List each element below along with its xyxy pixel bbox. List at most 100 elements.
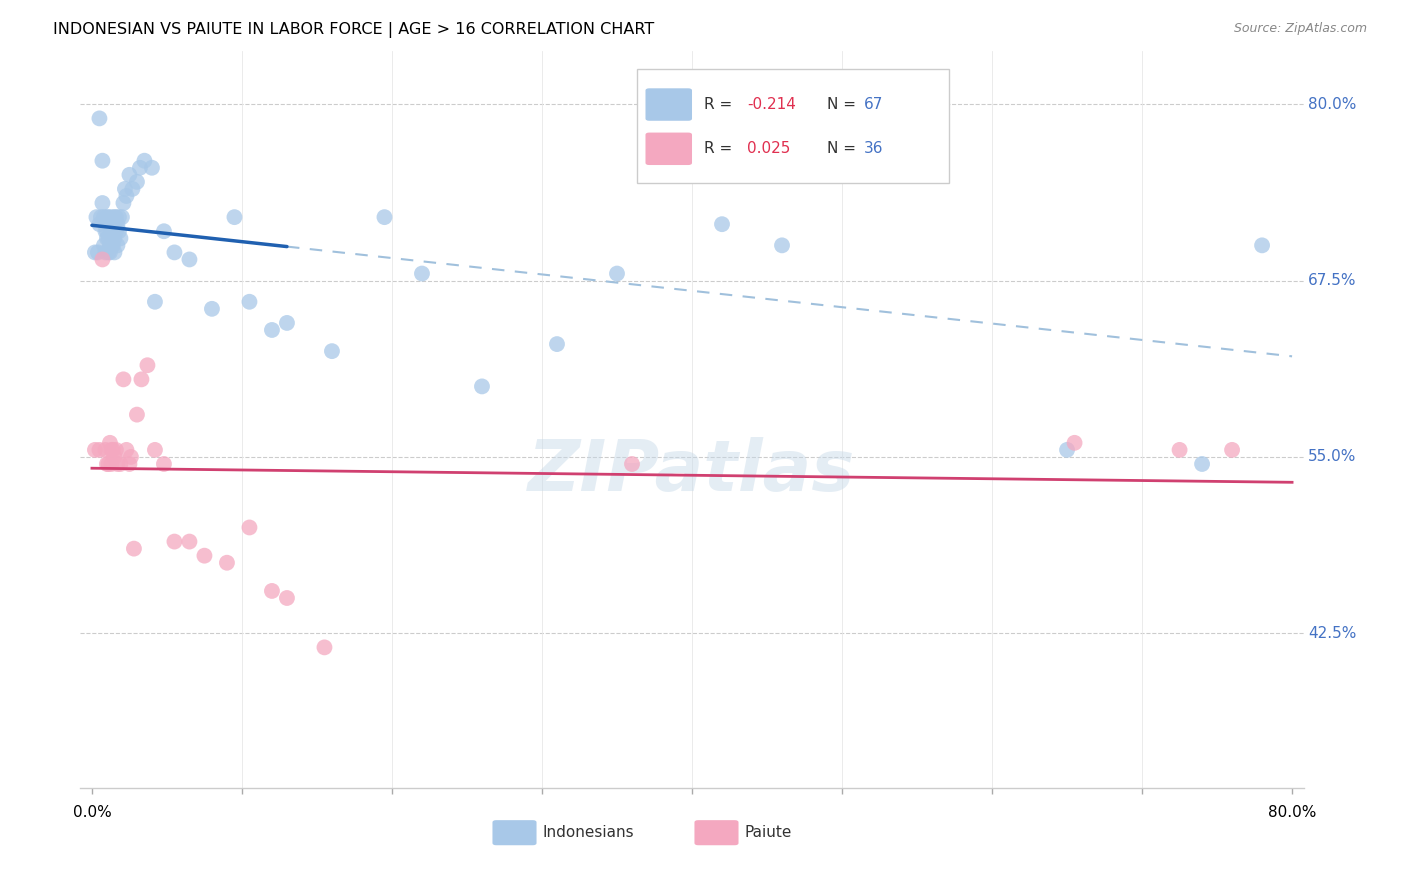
Point: [1251, 238, 1274, 252]
Point: [97, 457, 120, 471]
Text: 0.025: 0.025: [747, 141, 790, 156]
Point: [125, 175, 148, 189]
Point: [89, 112, 111, 126]
Text: -0.214: -0.214: [747, 97, 796, 112]
Point: [260, 323, 283, 337]
Point: [90, 210, 112, 224]
Point: [94, 245, 117, 260]
Point: [314, 640, 336, 655]
Point: [141, 161, 163, 175]
Point: [107, 217, 129, 231]
Point: [120, 450, 142, 464]
Text: Source: ZipAtlas.com: Source: ZipAtlas.com: [1233, 22, 1367, 36]
Text: Paiute: Paiute: [745, 825, 792, 840]
Point: [104, 442, 127, 457]
Point: [112, 372, 135, 386]
Point: [112, 196, 135, 211]
Point: [103, 231, 125, 245]
Point: [411, 267, 433, 281]
Point: [179, 534, 201, 549]
Point: [101, 442, 124, 457]
Point: [153, 224, 176, 238]
Point: [104, 224, 127, 238]
Point: [87, 245, 110, 260]
Point: [100, 457, 122, 471]
Text: N =: N =: [827, 97, 860, 112]
Point: [131, 372, 153, 386]
Point: [98, 238, 121, 252]
FancyBboxPatch shape: [637, 69, 949, 184]
Point: [115, 189, 138, 203]
Point: [621, 457, 644, 471]
Text: ZIPatlas: ZIPatlas: [529, 437, 856, 506]
Point: [163, 245, 186, 260]
Point: [122, 541, 145, 556]
Point: [143, 294, 166, 309]
Point: [546, 337, 568, 351]
Point: [101, 224, 124, 238]
Text: 55.0%: 55.0%: [1308, 450, 1357, 465]
Point: [91, 153, 114, 168]
Point: [201, 301, 224, 316]
Point: [143, 442, 166, 457]
Point: [136, 358, 159, 372]
Point: [96, 210, 118, 224]
Point: [770, 238, 793, 252]
Text: 80.0%: 80.0%: [1268, 805, 1316, 821]
Point: [100, 210, 122, 224]
Point: [238, 520, 260, 534]
Point: [238, 294, 260, 309]
Point: [104, 210, 127, 224]
Point: [260, 583, 283, 598]
Point: [224, 210, 246, 224]
Point: [107, 238, 129, 252]
Point: [111, 210, 134, 224]
Point: [606, 267, 628, 281]
Point: [84, 442, 107, 457]
Point: [118, 457, 141, 471]
Point: [93, 238, 115, 252]
Point: [97, 245, 120, 260]
Text: INDONESIAN VS PAIUTE IN LABOR FORCE | AGE > 16 CORRELATION CHART: INDONESIAN VS PAIUTE IN LABOR FORCE | AG…: [53, 22, 655, 38]
Point: [373, 210, 395, 224]
Point: [94, 224, 117, 238]
Point: [96, 224, 118, 238]
Point: [163, 534, 186, 549]
FancyBboxPatch shape: [645, 88, 692, 120]
Text: 42.5%: 42.5%: [1308, 626, 1357, 640]
Point: [100, 224, 122, 238]
Point: [134, 153, 156, 168]
Text: R =: R =: [704, 97, 737, 112]
Point: [114, 182, 136, 196]
Point: [100, 442, 122, 457]
Text: R =: R =: [704, 141, 737, 156]
Point: [84, 245, 107, 260]
Point: [321, 344, 343, 359]
Text: 67: 67: [863, 97, 883, 112]
Point: [98, 435, 121, 450]
Point: [115, 442, 138, 457]
Point: [101, 238, 124, 252]
Point: [125, 408, 148, 422]
Point: [921, 119, 943, 133]
Text: 67.5%: 67.5%: [1308, 273, 1357, 288]
Point: [91, 252, 114, 267]
Point: [107, 457, 129, 471]
Point: [93, 210, 115, 224]
Point: [471, 379, 494, 393]
FancyBboxPatch shape: [695, 820, 738, 846]
Point: [98, 245, 121, 260]
Point: [103, 245, 125, 260]
Point: [103, 210, 125, 224]
Point: [108, 224, 131, 238]
Point: [1063, 435, 1085, 450]
Point: [711, 217, 734, 231]
Point: [1220, 442, 1243, 457]
Point: [121, 182, 143, 196]
Point: [1191, 457, 1213, 471]
Point: [96, 231, 118, 245]
FancyBboxPatch shape: [645, 133, 692, 165]
Point: [89, 442, 111, 457]
Point: [100, 238, 122, 252]
Point: [86, 210, 108, 224]
